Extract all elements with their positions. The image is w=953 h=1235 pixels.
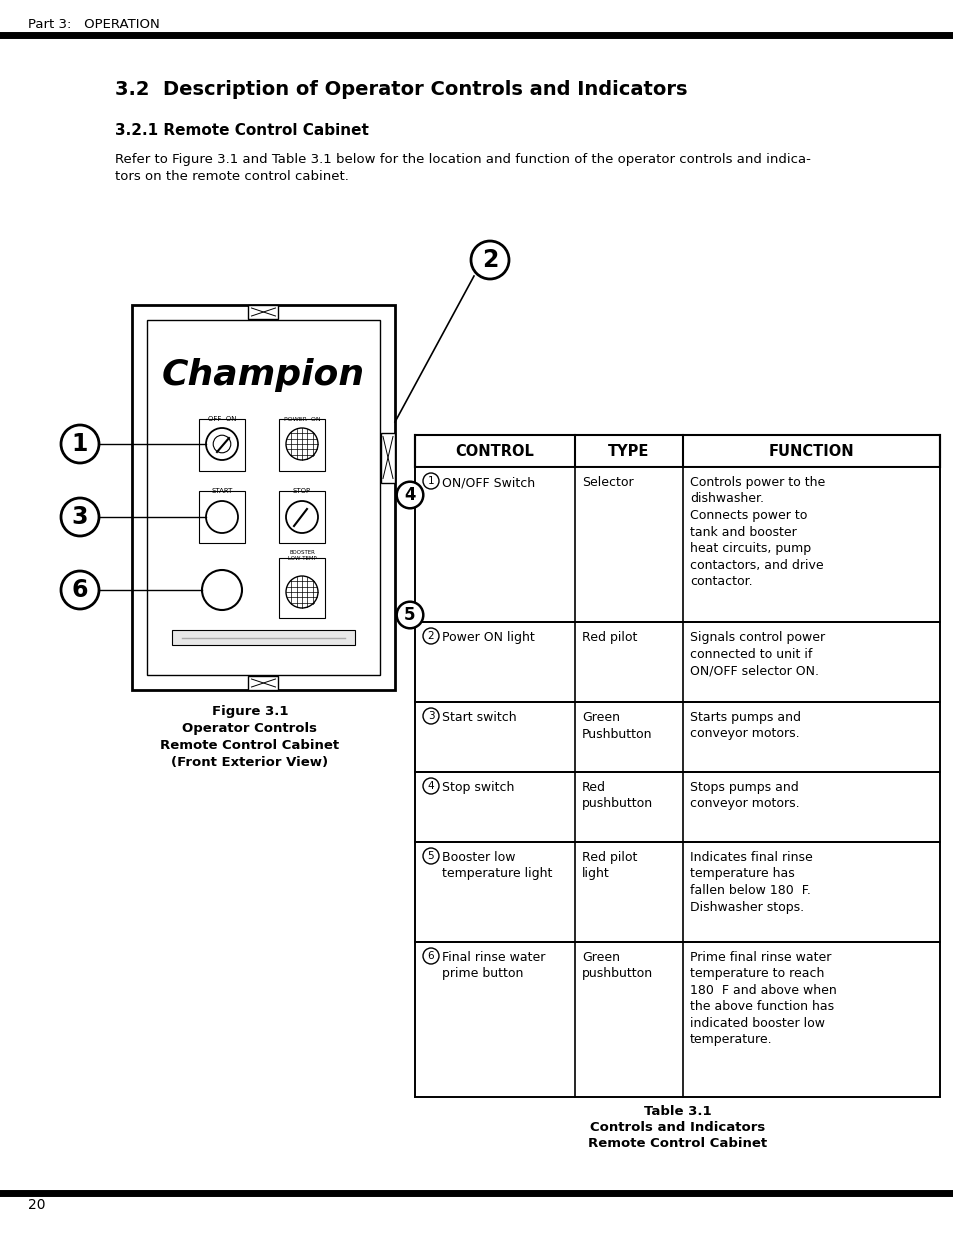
Bar xyxy=(415,467,939,622)
Bar xyxy=(380,432,395,483)
Text: 2: 2 xyxy=(427,631,434,641)
Text: Start switch: Start switch xyxy=(441,711,517,724)
Circle shape xyxy=(422,778,438,794)
Text: Refer to Figure 3.1 and Table 3.1 below for the location and function of the ope: Refer to Figure 3.1 and Table 3.1 below … xyxy=(115,153,810,165)
Text: Table 3.1: Table 3.1 xyxy=(643,1105,711,1118)
Text: (Front Exterior View): (Front Exterior View) xyxy=(172,756,328,769)
Text: Starts pumps and
conveyor motors.: Starts pumps and conveyor motors. xyxy=(689,711,801,741)
Text: 3: 3 xyxy=(71,505,89,529)
Circle shape xyxy=(396,601,423,629)
Text: CONTROL: CONTROL xyxy=(456,443,534,458)
Bar xyxy=(415,701,939,772)
Text: Prime final rinse water
temperature to reach
180  F and above when
the above fun: Prime final rinse water temperature to r… xyxy=(689,951,836,1046)
Text: Final rinse water
prime button: Final rinse water prime button xyxy=(441,951,545,981)
Bar xyxy=(248,305,278,319)
Text: Power ON light: Power ON light xyxy=(441,631,535,643)
Bar xyxy=(415,942,939,1097)
Circle shape xyxy=(202,571,242,610)
Text: Controls and Indicators: Controls and Indicators xyxy=(589,1121,764,1134)
Text: Part 3:   OPERATION: Part 3: OPERATION xyxy=(28,19,159,31)
Text: Remote Control Cabinet: Remote Control Cabinet xyxy=(160,739,339,752)
Text: 3.2.1 Remote Control Cabinet: 3.2.1 Remote Control Cabinet xyxy=(115,124,369,138)
Text: 1: 1 xyxy=(427,475,434,487)
Bar xyxy=(278,419,325,471)
Text: FUNCTION: FUNCTION xyxy=(768,443,854,458)
Text: 1: 1 xyxy=(71,432,88,456)
Bar xyxy=(415,772,939,842)
Circle shape xyxy=(422,848,438,864)
Text: Signals control power
connected to unit if
ON/OFF selector ON.: Signals control power connected to unit … xyxy=(689,631,824,677)
Text: STOP: STOP xyxy=(293,488,311,494)
Circle shape xyxy=(61,498,99,536)
Text: OFF  ON: OFF ON xyxy=(208,416,236,422)
Text: Figure 3.1: Figure 3.1 xyxy=(212,705,288,718)
Bar xyxy=(199,492,245,543)
Text: Operator Controls: Operator Controls xyxy=(182,722,317,735)
Circle shape xyxy=(286,501,317,534)
Circle shape xyxy=(206,429,237,459)
Text: POWER  ON: POWER ON xyxy=(283,417,320,422)
Text: Green
pushbutton: Green pushbutton xyxy=(581,951,653,981)
Text: 4: 4 xyxy=(404,487,416,504)
Circle shape xyxy=(422,473,438,489)
Text: Remote Control Cabinet: Remote Control Cabinet xyxy=(587,1137,766,1150)
Circle shape xyxy=(471,241,509,279)
Text: 6: 6 xyxy=(71,578,89,601)
Text: 3: 3 xyxy=(427,711,434,721)
Circle shape xyxy=(213,435,231,453)
Text: 5: 5 xyxy=(427,851,434,861)
Text: 2: 2 xyxy=(481,248,497,272)
Text: BOOSTER
LOW TEMP: BOOSTER LOW TEMP xyxy=(287,551,316,561)
Text: TYPE: TYPE xyxy=(608,443,649,458)
Text: Champion: Champion xyxy=(162,358,365,391)
Bar xyxy=(415,842,939,942)
Bar xyxy=(199,419,245,471)
Text: START: START xyxy=(212,488,233,494)
Circle shape xyxy=(422,948,438,965)
Text: 4: 4 xyxy=(427,781,434,790)
Circle shape xyxy=(61,425,99,463)
Text: 6: 6 xyxy=(427,951,434,961)
Text: Red
pushbutton: Red pushbutton xyxy=(581,781,653,810)
Circle shape xyxy=(206,501,237,534)
Text: Indicates final rinse
temperature has
fallen below 180  F.
Dishwasher stops.: Indicates final rinse temperature has fa… xyxy=(689,851,812,914)
Bar xyxy=(278,558,325,618)
Text: 5: 5 xyxy=(404,606,416,624)
Bar xyxy=(415,435,939,467)
Text: Green
Pushbutton: Green Pushbutton xyxy=(581,711,652,741)
Text: Stop switch: Stop switch xyxy=(441,781,514,794)
Circle shape xyxy=(286,576,317,608)
Text: Stops pumps and
conveyor motors.: Stops pumps and conveyor motors. xyxy=(689,781,799,810)
Text: Red pilot
light: Red pilot light xyxy=(581,851,637,881)
Bar xyxy=(248,676,278,690)
Text: Controls power to the
dishwasher.
Connects power to
tank and booster
heat circui: Controls power to the dishwasher. Connec… xyxy=(689,475,824,588)
Circle shape xyxy=(286,429,317,459)
Text: tors on the remote control cabinet.: tors on the remote control cabinet. xyxy=(115,170,349,183)
Bar xyxy=(415,622,939,701)
Text: 20: 20 xyxy=(28,1198,46,1212)
Circle shape xyxy=(396,482,423,509)
Bar xyxy=(147,320,379,676)
Bar xyxy=(278,492,325,543)
Text: 3.2  Description of Operator Controls and Indicators: 3.2 Description of Operator Controls and… xyxy=(115,80,687,99)
Text: Red pilot: Red pilot xyxy=(581,631,637,643)
Bar xyxy=(172,630,355,645)
Text: ON/OFF Switch: ON/OFF Switch xyxy=(441,475,535,489)
Bar xyxy=(132,305,395,690)
Text: Booster low
temperature light: Booster low temperature light xyxy=(441,851,552,881)
Circle shape xyxy=(422,708,438,724)
Circle shape xyxy=(422,629,438,643)
Text: Selector: Selector xyxy=(581,475,633,489)
Circle shape xyxy=(61,571,99,609)
